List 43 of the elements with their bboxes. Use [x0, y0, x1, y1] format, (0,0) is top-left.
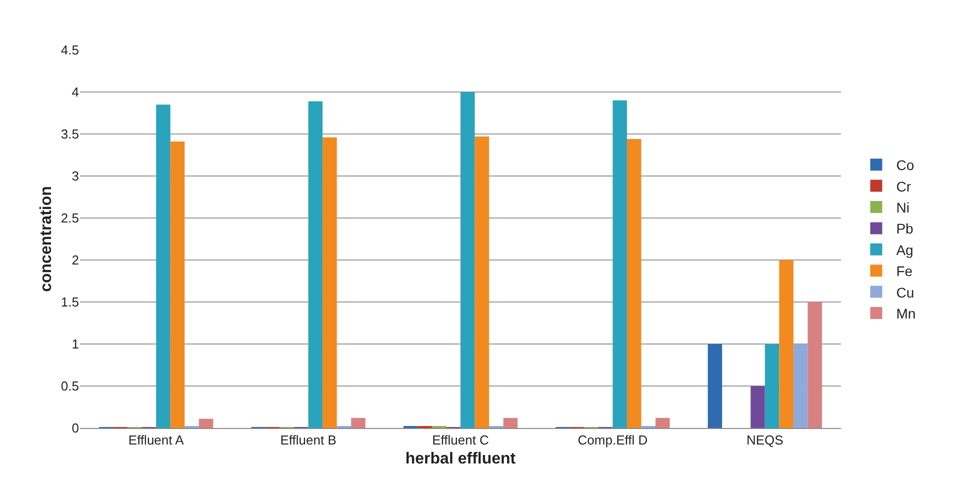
legend-label: Ni [896, 199, 910, 216]
bar [198, 418, 214, 428]
bar [764, 344, 780, 428]
bar [750, 386, 765, 428]
y-tick-label: 4 [72, 84, 79, 100]
legend-label: Fe [896, 263, 913, 280]
y-tick-label: 3 [72, 168, 79, 184]
bar [808, 302, 822, 428]
x-tick-label: Effluent A [128, 432, 184, 448]
legend-label: Ag [896, 242, 914, 258]
bar [460, 92, 475, 428]
y-axis-title: concentration [38, 186, 55, 292]
bar [156, 104, 170, 428]
bar [351, 418, 366, 428]
x-tick-label: NEQS [746, 432, 784, 448]
y-tick-label: 0 [72, 420, 79, 436]
bar [793, 344, 808, 428]
y-tick-label: 0.5 [60, 378, 79, 394]
bar [474, 136, 490, 428]
y-tick-label: 2 [72, 252, 79, 268]
legend-label: Mn [896, 305, 916, 322]
bar [503, 418, 518, 428]
bar [656, 418, 670, 428]
bar [170, 142, 185, 428]
x-tick-label: Effluent B [280, 432, 336, 448]
y-tick-label: 1 [72, 336, 79, 352]
bar [612, 100, 627, 428]
y-tick-label: 3.5 [60, 126, 79, 142]
legend-label: Cr [896, 178, 912, 194]
legend-label: Cu [896, 284, 914, 300]
bar [779, 260, 794, 428]
y-tick-label: 2.5 [60, 210, 79, 226]
legend-label: Co [896, 157, 914, 174]
bar [322, 137, 337, 428]
bar [626, 139, 642, 428]
legend-label: Pb [896, 220, 914, 237]
bar [308, 101, 323, 428]
x-tick-label: Comp.Effl D [578, 432, 648, 448]
x-tick-label: Effluent C [432, 432, 489, 448]
x-axis-title: herbal effluent [405, 450, 516, 468]
y-tick-label: 1.5 [60, 294, 79, 310]
y-tick-label: 4.5 [60, 42, 79, 58]
bar [708, 344, 722, 428]
